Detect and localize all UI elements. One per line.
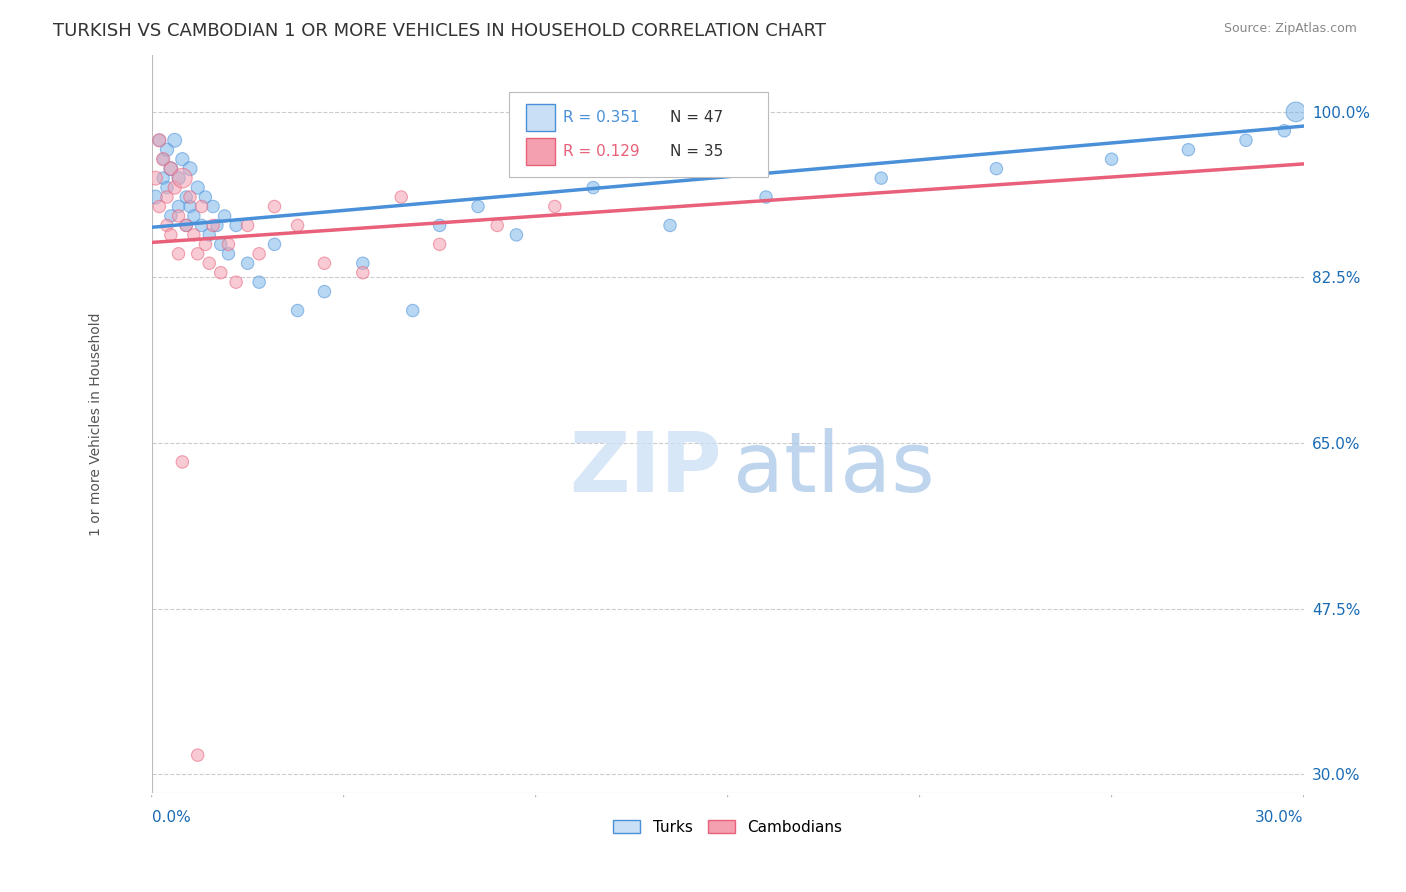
Point [467, 199, 489, 213]
Point [152, 152, 174, 166]
Point [172, 171, 194, 186]
Point [582, 180, 605, 194]
Point [659, 219, 682, 233]
Point [202, 199, 225, 213]
Point [205, 219, 228, 233]
Point [187, 247, 209, 261]
Point [352, 256, 374, 270]
Point [179, 199, 201, 213]
Point [1285, 104, 1308, 119]
Point [163, 180, 186, 194]
Point [187, 180, 209, 194]
Point [870, 171, 893, 186]
Point [187, 748, 209, 763]
Point [167, 209, 190, 223]
Text: 0.0%: 0.0% [152, 810, 190, 825]
Text: N = 35: N = 35 [671, 144, 723, 159]
Point [314, 256, 336, 270]
Text: 30.0%: 30.0% [1256, 810, 1303, 825]
Point [202, 219, 225, 233]
Text: R = 0.129: R = 0.129 [562, 144, 640, 159]
Point [174, 190, 197, 204]
Point [1101, 152, 1123, 166]
Point [179, 190, 201, 204]
Bar [526, 138, 555, 165]
Text: Source: ZipAtlas.com: Source: ZipAtlas.com [1223, 22, 1357, 36]
Point [247, 275, 270, 289]
Point [190, 219, 212, 233]
Point [198, 256, 221, 270]
Point [225, 219, 247, 233]
Point [209, 266, 232, 280]
Point [194, 190, 217, 204]
Point [156, 143, 179, 157]
Point [152, 171, 174, 186]
Point [160, 227, 183, 242]
Point [172, 455, 194, 469]
Point [236, 219, 259, 233]
Text: atlas: atlas [734, 428, 935, 508]
Point [156, 190, 179, 204]
Point [287, 303, 309, 318]
Point [263, 199, 285, 213]
Point [179, 161, 201, 176]
Text: 1 or more Vehicles in Household: 1 or more Vehicles in Household [90, 312, 103, 536]
Point [755, 190, 778, 204]
Point [217, 237, 239, 252]
Point [156, 219, 179, 233]
Point [209, 237, 232, 252]
Point [225, 275, 247, 289]
Point [287, 219, 309, 233]
Point [505, 227, 527, 242]
Point [148, 199, 170, 213]
Point [263, 237, 285, 252]
Point [183, 227, 205, 242]
Point [402, 303, 425, 318]
Point [160, 209, 183, 223]
Point [152, 152, 174, 166]
Text: TURKISH VS CAMBODIAN 1 OR MORE VEHICLES IN HOUSEHOLD CORRELATION CHART: TURKISH VS CAMBODIAN 1 OR MORE VEHICLES … [53, 22, 827, 40]
Text: R = 0.351: R = 0.351 [562, 110, 640, 125]
Point [190, 199, 212, 213]
Point [160, 161, 183, 176]
Legend: Turks, Cambodians: Turks, Cambodians [607, 814, 848, 840]
Point [156, 180, 179, 194]
Point [163, 133, 186, 147]
Point [429, 237, 451, 252]
Point [148, 133, 170, 147]
Point [160, 161, 183, 176]
Point [167, 199, 190, 213]
Point [544, 199, 567, 213]
Point [1272, 124, 1295, 138]
Point [389, 190, 412, 204]
Point [352, 266, 374, 280]
FancyBboxPatch shape [509, 92, 768, 177]
Point [1234, 133, 1257, 147]
Point [145, 190, 167, 204]
Point [174, 219, 197, 233]
Bar [526, 104, 555, 131]
Point [214, 209, 236, 223]
Point [148, 133, 170, 147]
Point [167, 247, 190, 261]
Point [167, 171, 190, 186]
Text: ZIP: ZIP [569, 428, 721, 508]
Point [217, 247, 239, 261]
Point [183, 209, 205, 223]
Point [986, 161, 1008, 176]
Point [236, 256, 259, 270]
Point [198, 227, 221, 242]
Point [145, 171, 167, 186]
Point [314, 285, 336, 299]
Point [429, 219, 451, 233]
Point [174, 219, 197, 233]
Point [172, 152, 194, 166]
Point [194, 237, 217, 252]
Point [247, 247, 270, 261]
Point [486, 219, 509, 233]
Text: N = 47: N = 47 [671, 110, 723, 125]
Point [1177, 143, 1199, 157]
